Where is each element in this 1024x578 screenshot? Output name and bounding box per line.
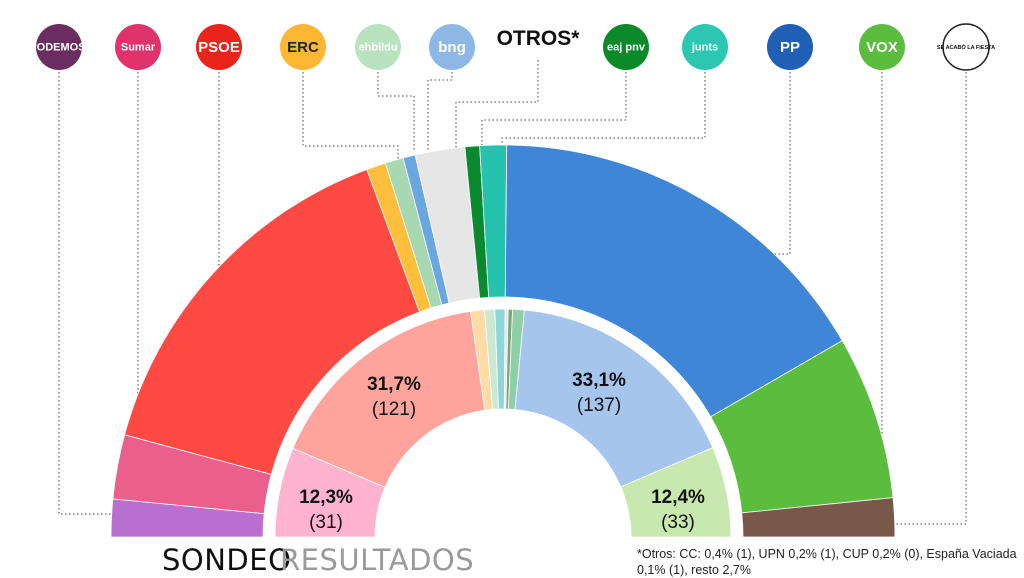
pp-pct-label: 33,1% <box>572 370 626 391</box>
svg-text:eaj pnv: eaj pnv <box>607 42 646 54</box>
svg-text:ehbildu: ehbildu <box>358 42 397 54</box>
resultados-ring <box>263 297 743 538</box>
sumar-logo: Sumar <box>115 24 161 70</box>
otros-label: OTROS* <box>497 27 581 50</box>
leader-line-junts-logo <box>501 72 706 149</box>
vox-logo: VOX <box>859 24 905 70</box>
svg-text:PSOE: PSOE <box>198 39 240 56</box>
salf-logo: SE ACABÓ LA FIESTA <box>937 23 995 71</box>
otros-footnote: *Otros: CC: 0,4% (1), UPN 0,2% (1), CUP … <box>637 547 1017 577</box>
ehbildu-logo: ehbildu <box>355 24 401 70</box>
leader-line-ehbildu-logo <box>377 72 415 152</box>
bng-logo: bng <box>429 24 475 70</box>
resultados-segment-psoe <box>292 310 486 488</box>
resultados-legend-label: RESULTADOS <box>280 543 475 577</box>
pp-seats-label: (137) <box>577 395 621 416</box>
leader-line-salf-logo <box>848 72 967 525</box>
sumar-seats-label: (31) <box>309 512 343 533</box>
leader-line-pnv-logo <box>481 72 627 147</box>
junts-logo: junts <box>682 24 728 70</box>
psoe-seats-label: (121) <box>372 399 416 420</box>
pp-logo: PP <box>767 24 813 70</box>
sondeo-legend-label: SONDEO <box>162 543 292 577</box>
svg-text:PP: PP <box>780 39 800 56</box>
svg-text:PODEMOS.: PODEMOS. <box>29 42 88 54</box>
svg-text:bng: bng <box>438 39 466 56</box>
leader-line-bng-logo <box>427 72 453 150</box>
erc-logo: ERC <box>280 24 326 70</box>
sumar-pct-label: 12,3% <box>299 487 353 508</box>
svg-text:SE ACABÓ LA FIESTA: SE ACABÓ LA FIESTA <box>937 43 995 51</box>
resultados-segment-vox <box>620 447 732 538</box>
podemos-logo: PODEMOS. <box>29 24 89 70</box>
psoe-logo: PSOE <box>196 24 242 70</box>
leader-line-otros-label <box>455 60 539 171</box>
vox-seats-label: (33) <box>661 512 695 533</box>
sondeo-ring <box>110 144 896 538</box>
leader-line-erc-logo <box>302 72 399 160</box>
party-logos: PODEMOS. Sumar PSOE ERC ehbildu bng OTROS* eaj … <box>29 23 995 71</box>
psoe-pct-label: 31,7% <box>367 374 421 395</box>
resultados-segment-pp <box>514 309 714 488</box>
vox-pct-label: 12,4% <box>651 487 705 508</box>
pnv-logo: eaj pnv <box>603 24 649 70</box>
svg-text:ERC: ERC <box>287 39 319 56</box>
svg-text:Sumar: Sumar <box>121 42 156 54</box>
svg-text:VOX: VOX <box>866 39 898 56</box>
value-labels: 31,7% (121) 33,1% (137) 12,3% (31) 12,4%… <box>299 370 705 533</box>
svg-text:junts: junts <box>691 42 718 54</box>
